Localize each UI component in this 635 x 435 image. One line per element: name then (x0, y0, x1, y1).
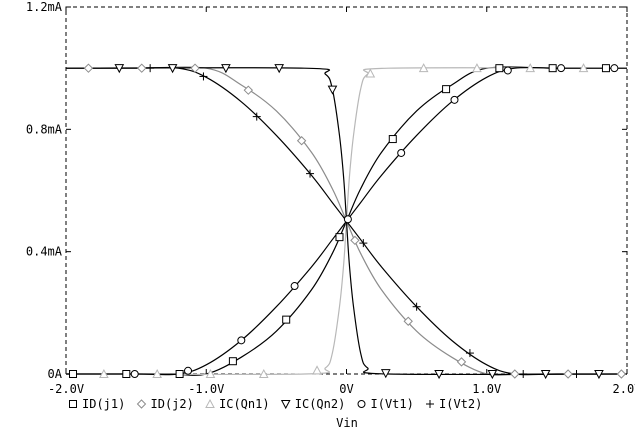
series-marker-ic-qn1- (525, 63, 536, 73)
series-marker-ic-qn1- (312, 365, 322, 375)
series-marker-i-vt2- (412, 302, 421, 311)
legend-marker (280, 400, 291, 410)
series-marker-ic-qn2- (380, 369, 391, 379)
series-marker-id-j2- (243, 85, 254, 95)
y-tick-label: 0.4mA (26, 245, 63, 259)
series-marker-id-j2- (510, 369, 520, 379)
series-marker-id-j2- (350, 235, 360, 246)
series-marker-id-j1- (122, 370, 131, 378)
legend-entry: ID(j2) (151, 397, 194, 411)
series-marker-ic-qn1- (152, 368, 162, 378)
axes (65, 6, 628, 375)
series-marker-i-vt1- (343, 215, 352, 224)
y-tick-label: 0A (48, 367, 63, 381)
series-marker-ic-qn1- (472, 63, 482, 73)
legend-marker (136, 399, 147, 409)
x-tick-label: -1.0V (188, 382, 224, 396)
series-marker-ic-qn2- (114, 64, 125, 74)
series-marker-id-j1- (69, 370, 78, 378)
series-marker-i-vt2- (306, 169, 315, 178)
series-marker-ic-qn1- (578, 63, 589, 73)
series-marker-i-vt1- (397, 148, 406, 157)
x-tick-label: 1.0V (472, 382, 501, 396)
plot-frame (65, 6, 628, 375)
legend-entry: IC(Qn2) (295, 397, 346, 411)
y-tick-label: 0.8mA (26, 122, 63, 136)
series-marker-ic-qn2- (487, 370, 498, 380)
legend-marker (426, 400, 434, 408)
series-marker-i-vt1- (184, 366, 193, 375)
series-marker-ic-qn1- (365, 68, 376, 78)
series-marker-ic-qn2- (434, 370, 444, 380)
series-marker-id-j2- (616, 369, 627, 379)
series-marker-i-vt1- (610, 64, 619, 73)
x-tick-label: 2.0V (613, 382, 635, 396)
series-marker-i-vt2- (199, 72, 208, 81)
series-marker-id-j2- (137, 63, 147, 73)
series-marker-i-vt2- (465, 349, 474, 358)
series-marker-i-vt2- (519, 370, 528, 378)
legend-marker (69, 400, 77, 408)
series-marker-ic-qn1- (205, 368, 216, 378)
legend: ID(j1) ID(j2) IC(Qn1) IC(Qn2) I(Vt1) I(Vt2) (69, 397, 482, 411)
series-marker-id-j1- (548, 64, 557, 73)
series-marker-ic-qn2- (540, 370, 551, 380)
series-marker-id-j1- (495, 64, 504, 73)
series-marker-id-j1- (228, 357, 237, 366)
tick-labels: -2.0V -1.0V 0V 1.0V 2.0V 0A 0.4mA 0.8mA 1.2mA (26, 0, 635, 396)
series-marker-id-j1- (175, 370, 184, 378)
series-marker-i-vt1- (237, 336, 246, 345)
series-marker-ic-qn2- (594, 370, 604, 380)
x-tick-label: 0V (339, 382, 353, 396)
legend-entry: I(Vt1) (371, 397, 414, 411)
series-marker-i-vt2- (146, 64, 155, 73)
series-marker-ic-qn1- (99, 368, 109, 378)
legend-entry: I(Vt2) (439, 397, 482, 411)
series-marker-id-j2- (83, 63, 94, 73)
series-marker-i-vt1- (290, 282, 299, 291)
series-marker-i-vt1- (503, 66, 512, 75)
series-marker-ic-qn1- (258, 368, 269, 378)
x-axis-label: Vin (336, 416, 358, 430)
x-tick-label: -2.0V (48, 382, 84, 396)
series-marker-id-j1- (282, 315, 291, 324)
series-marker-id-j2- (403, 316, 413, 326)
series-marker-ic-qn1- (418, 63, 429, 73)
legend-entry: IC(Qn1) (219, 397, 270, 411)
legend-entry: ID(j1) (82, 397, 125, 411)
series-marker-ic-qn2- (274, 64, 285, 74)
series-marker-id-j1- (388, 135, 397, 144)
markers-layer (69, 63, 627, 380)
series-marker-id-j2- (456, 357, 467, 367)
series-marker-i-vt1- (557, 64, 566, 73)
series-marker-ic-qn2- (221, 64, 231, 74)
series-marker-id-j2- (296, 136, 307, 146)
series-marker-i-vt2- (572, 370, 581, 378)
series-marker-id-j1- (442, 85, 451, 94)
series-marker-i-vt2- (359, 239, 368, 248)
y-tick-label: 1.2mA (26, 0, 63, 14)
series-marker-id-j2- (563, 369, 573, 379)
series-marker-i-vt1- (130, 370, 139, 378)
legend-marker (205, 398, 215, 408)
series-marker-id-j2- (190, 63, 200, 73)
legend-marker (357, 400, 366, 408)
series-marker-id-j1- (601, 64, 610, 73)
series-marker-i-vt2- (252, 112, 261, 121)
series-marker-i-vt1- (450, 95, 459, 104)
series-marker-id-j1- (335, 233, 344, 242)
series-marker-ic-qn2- (167, 64, 178, 74)
series-marker-ic-qn2- (327, 85, 338, 95)
